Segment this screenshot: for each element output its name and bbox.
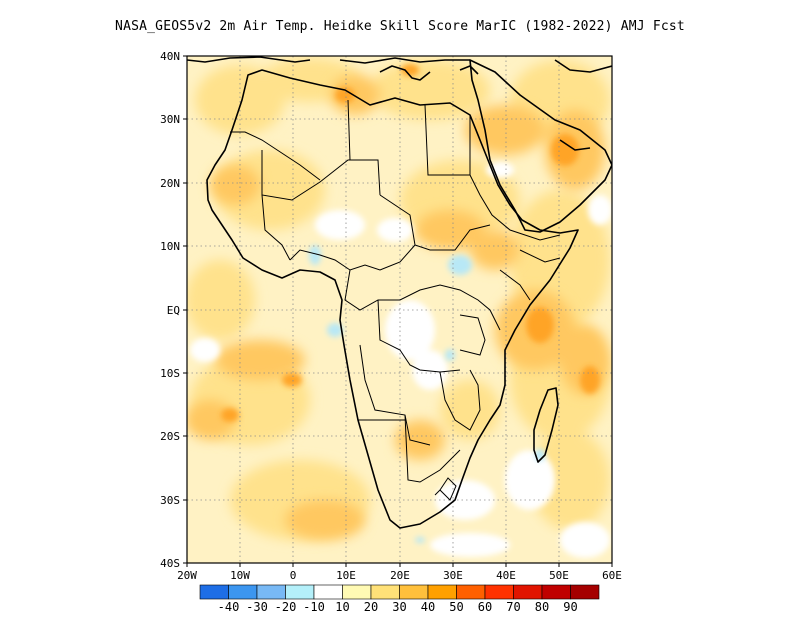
lon-tick-label: 30E	[443, 569, 463, 582]
colorbar-swatch	[570, 584, 600, 600]
colorbar-label: 50	[449, 600, 463, 614]
skill-field-negative	[309, 245, 545, 543]
lat-tick-labels: 40N 30N 20N 10N EQ 10S 20S 30S 40S	[160, 50, 180, 570]
skill-field-30	[187, 75, 610, 540]
colorbar-swatch	[399, 584, 429, 600]
colorbar-swatch	[541, 584, 571, 600]
lat-tick-label: 30N	[160, 113, 180, 126]
colorbar-swatches	[199, 584, 600, 600]
colorbar-label: -20	[275, 600, 297, 614]
colorbar-swatch	[285, 584, 315, 600]
lat-tick-label: 20N	[160, 177, 180, 190]
skill-field-40	[221, 64, 600, 422]
map-gridlines	[187, 56, 612, 563]
lat-tick-label: 10S	[160, 367, 180, 380]
colorbar-label: 40	[421, 600, 435, 614]
lon-tick-label: 60E	[602, 569, 622, 582]
lon-tick-label: 0	[290, 569, 297, 582]
colorbar-label: 90	[563, 600, 577, 614]
colorbar-label: 30	[392, 600, 406, 614]
colorbar-swatch	[427, 584, 457, 600]
colorbar-label: 80	[535, 600, 549, 614]
lat-tick-label: 40S	[160, 557, 180, 570]
colorbar-swatch	[342, 584, 372, 600]
lat-tick-label: 40N	[160, 50, 180, 63]
skill-field-white	[190, 162, 612, 558]
lon-tick-label: 50E	[549, 569, 569, 582]
colorbar-label: 60	[478, 600, 492, 614]
lat-tick-label: EQ	[167, 304, 180, 317]
colorbar-swatch	[513, 584, 543, 600]
colorbar-label: 10	[335, 600, 349, 614]
map-plot-area	[187, 56, 612, 563]
colorbar: -40 -30 -20 -10 10 20 30 40 50 60 70 80 90	[199, 584, 600, 614]
lon-tick-label: 10E	[336, 569, 356, 582]
colorbar-labels: -40 -30 -20 -10 10 20 30 40 50 60 70 80 90	[218, 600, 578, 614]
colorbar-swatch	[199, 584, 229, 600]
lon-tick-labels: 20W 10W 0 10E 20E 30E 40E 50E 60E	[177, 569, 622, 582]
lon-tick-label: 40E	[496, 569, 516, 582]
colorbar-swatch	[370, 584, 400, 600]
colorbar-label: 20	[364, 600, 378, 614]
lon-tick-label: 20W	[177, 569, 197, 582]
colorbar-label: -10	[303, 600, 325, 614]
colorbar-label: -30	[246, 600, 268, 614]
colorbar-label: -40	[218, 600, 240, 614]
colorbar-label: 70	[506, 600, 520, 614]
lon-tick-label: 20E	[390, 569, 410, 582]
colorbar-swatch	[313, 584, 343, 600]
coastlines	[187, 56, 612, 529]
lat-tick-label: 30S	[160, 494, 180, 507]
lat-tick-label: 20S	[160, 430, 180, 443]
colorbar-swatch	[228, 584, 258, 600]
lat-tick-label: 10N	[160, 240, 180, 253]
map-title: NASA_GEOS5v2 2m Air Temp. Heidke Skill S…	[115, 19, 685, 34]
colorbar-swatch	[484, 584, 514, 600]
lon-tick-label: 10W	[230, 569, 250, 582]
lon-axis	[186, 563, 613, 567]
colorbar-swatch	[456, 584, 486, 600]
country-borders	[230, 99, 561, 501]
colorbar-swatch	[256, 584, 286, 600]
lat-axis	[183, 55, 187, 564]
